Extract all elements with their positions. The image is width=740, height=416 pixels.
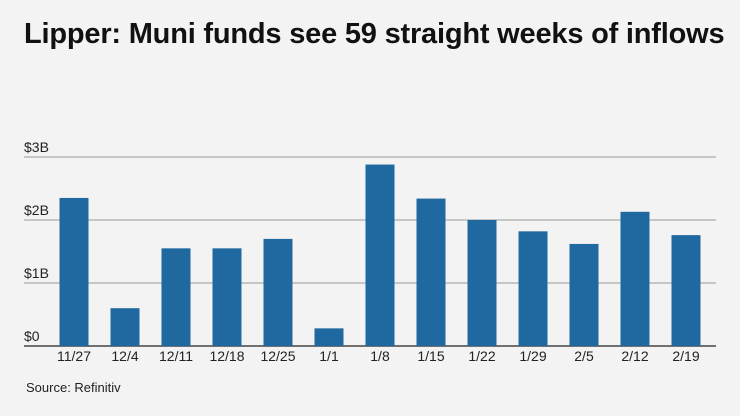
- bar-1-15: [416, 198, 446, 346]
- bar-1-22: [467, 220, 497, 346]
- source-note: Source: Refinitiv: [26, 380, 121, 395]
- x-tick-label: 2/5: [574, 348, 594, 364]
- x-tick-label: 1/29: [519, 348, 546, 364]
- x-tick-label: 12/18: [209, 348, 244, 364]
- x-tick-label: 12/4: [111, 348, 138, 364]
- x-tick-label: 1/8: [370, 348, 390, 364]
- bar-2-19: [671, 235, 701, 346]
- bars: [59, 164, 701, 346]
- bar-2-5: [569, 243, 599, 346]
- y-axis-ticks: $0 $1B $2B $3B: [24, 139, 49, 344]
- x-tick-label: 11/27: [57, 348, 91, 364]
- x-tick-label: 2/19: [672, 348, 699, 364]
- x-tick-label: 12/11: [159, 348, 193, 364]
- bar-1-1: [314, 328, 344, 346]
- x-tick-label: 2/12: [621, 348, 648, 364]
- bar-12-18: [212, 248, 242, 346]
- x-tick-label: 1/1: [319, 348, 339, 364]
- bar-12-4: [110, 308, 140, 346]
- bar-11-27: [59, 197, 89, 346]
- y-tick-label: $1B: [24, 265, 49, 281]
- chart-title: Lipper: Muni funds see 59 straight weeks…: [24, 18, 725, 50]
- bar-12-11: [161, 248, 191, 346]
- x-tick-label: 12/25: [260, 348, 295, 364]
- y-tick-label: $2B: [24, 202, 49, 218]
- bar-2-12: [620, 211, 650, 346]
- x-tick-label: 1/22: [468, 348, 495, 364]
- bar-1-29: [518, 231, 548, 346]
- bar-12-25: [263, 238, 293, 346]
- y-tick-label: $0: [24, 328, 40, 344]
- x-tick-label: 1/15: [417, 348, 444, 364]
- x-axis-ticks: 11/27 12/4 12/11 12/18 12/25 1/1 1/8 1/15 1/22 1/…: [57, 348, 700, 364]
- y-tick-label: $3B: [24, 139, 49, 155]
- bar-1-8: [365, 164, 395, 346]
